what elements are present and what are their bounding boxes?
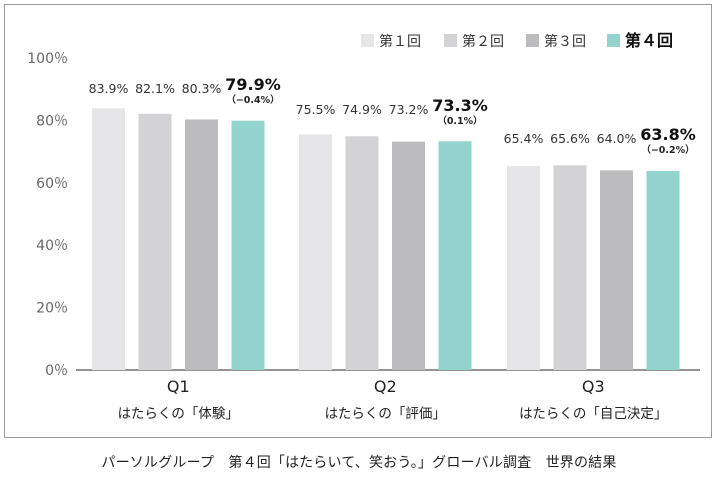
data-label: 65.6% [550, 131, 590, 146]
bar-q1-series-1 [92, 108, 125, 371]
category-label: はたらくの「自己決定」 [519, 406, 667, 422]
bar-q1-series-3 [185, 119, 218, 371]
legend-label-1: 第１回 [379, 33, 421, 50]
data-label: 74.9% [342, 102, 382, 117]
bar-q2-series-1 [299, 134, 332, 370]
legend-label-3: 第３回 [544, 33, 586, 50]
data-label: 64.0% [597, 131, 637, 146]
bar-q1-series-2 [138, 113, 172, 371]
chart-frame [4, 4, 712, 438]
data-label-change: （−0.2%） [641, 144, 694, 156]
legend-swatch-3 [526, 34, 539, 47]
data-label-change: （0.1%） [437, 115, 482, 127]
y-tick-label: 60％ [36, 176, 68, 192]
category-code: Q1 [167, 377, 190, 396]
data-label: 73.2% [389, 102, 429, 117]
bar-q3-series-2 [553, 165, 587, 370]
bar-q2-series-4 [438, 141, 472, 370]
bar-chart: 0％20％40％60％80％100％83.9% 82.1% 80.3% 79.9%（−… [27, 31, 700, 422]
data-label-highlight: 73.3% [432, 96, 488, 115]
y-tick-label: 20％ [36, 301, 68, 317]
y-tick-label: 80％ [36, 113, 68, 129]
data-label: 75.5% [296, 102, 336, 117]
y-tick-label: 100％ [27, 51, 68, 67]
category-code: Q2 [374, 377, 397, 396]
legend-label-2: 第２回 [462, 33, 504, 50]
bar-q3-series-4 [646, 170, 680, 370]
legend-swatch-4 [607, 34, 620, 47]
bar-q3-series-3 [600, 170, 633, 370]
category-code: Q3 [582, 377, 605, 396]
data-label: 83.9% [89, 81, 129, 96]
bar-q3-series-1 [507, 165, 540, 370]
y-tick-label: 0％ [45, 363, 68, 379]
data-label: 80.3% [182, 81, 222, 96]
data-label-highlight: 63.8% [640, 125, 696, 144]
legend-swatch-1 [361, 34, 374, 47]
bar-q2-series-2 [345, 136, 379, 370]
legend-label-4: 第４回 [625, 31, 673, 50]
data-label: 82.1% [135, 81, 175, 96]
bar-q2-series-3 [392, 141, 425, 370]
data-label-change: （−0.4%） [226, 94, 279, 106]
category-label: はたらくの「体験」 [118, 406, 239, 422]
data-label-highlight: 79.9% [225, 75, 281, 94]
bar-q1-series-4 [231, 120, 265, 370]
legend-swatch-2 [444, 34, 457, 47]
category-label: はたらくの「評価」 [325, 406, 446, 422]
data-label: 65.4% [504, 131, 544, 146]
caption: パーソルグループ 第４回「はたらいて、笑おう。」グローバル調査 世界の結果 [101, 455, 617, 471]
y-tick-label: 40％ [36, 238, 68, 254]
